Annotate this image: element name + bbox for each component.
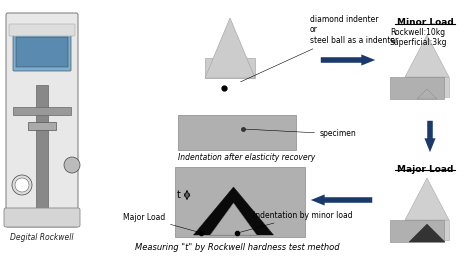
Bar [175,167,305,237]
FancyBboxPatch shape [6,13,78,227]
Text: Indentation by minor load: Indentation by minor load [240,211,353,232]
FancyArrowPatch shape [311,195,372,206]
Bar [405,77,449,97]
Polygon shape [210,203,257,235]
Bar [28,122,56,130]
Text: specimen: specimen [246,129,357,139]
Circle shape [12,175,32,195]
Polygon shape [405,178,449,220]
Text: Indentation after elasticity recovery: Indentation after elasticity recovery [178,154,315,163]
FancyBboxPatch shape [16,37,68,67]
Bar [205,58,255,78]
FancyBboxPatch shape [4,208,80,227]
Circle shape [15,178,29,192]
Bar [390,77,444,99]
Text: Major Load: Major Load [123,213,199,232]
Bar [178,115,296,150]
Text: t: t [177,190,181,200]
FancyArrowPatch shape [424,121,436,152]
Text: Minor Load: Minor Load [397,18,453,27]
Text: Degital Rockwell: Degital Rockwell [10,233,74,242]
Circle shape [64,157,80,173]
Bar [13,107,71,115]
Polygon shape [417,89,437,99]
FancyArrowPatch shape [321,54,375,66]
Polygon shape [205,18,255,78]
Text: Rockwell:10kg
Superficial:3kg: Rockwell:10kg Superficial:3kg [390,28,447,47]
Bar [405,220,449,240]
Bar [36,85,48,215]
Text: diamond indenter
or
steel ball as a indenter: diamond indenter or steel ball as a inde… [240,15,398,82]
FancyBboxPatch shape [9,24,75,36]
FancyBboxPatch shape [13,34,71,71]
Text: Major Load: Major Load [397,165,453,174]
Polygon shape [405,35,449,77]
Polygon shape [409,224,445,242]
Polygon shape [193,187,273,235]
Bar [390,220,444,242]
Text: Measuring "t" by Rockwell hardness test method: Measuring "t" by Rockwell hardness test … [135,243,339,252]
